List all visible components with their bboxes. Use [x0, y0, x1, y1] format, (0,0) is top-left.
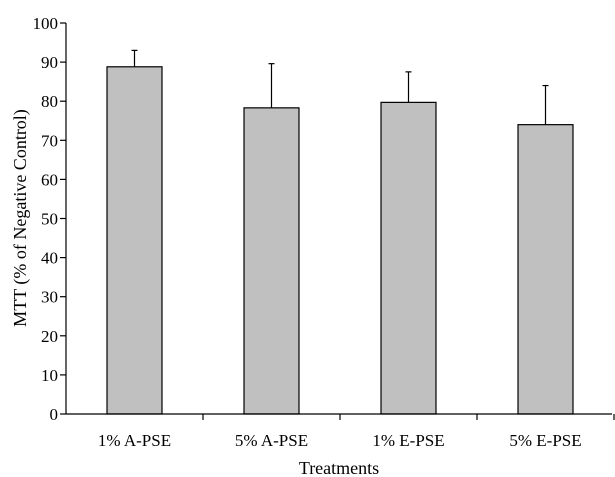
- y-tick-label: 80: [41, 92, 58, 111]
- bar-1: [106, 66, 163, 415]
- y-tick-label: 50: [41, 210, 58, 229]
- y-tick-label: 90: [41, 53, 58, 72]
- y-tick-label: 0: [50, 405, 59, 424]
- y-tick-label: 100: [33, 14, 59, 33]
- y-tick-label: 40: [41, 249, 58, 268]
- plot-area: [106, 49, 574, 415]
- y-tick-label: 30: [41, 288, 58, 307]
- y-tick-label: 20: [41, 327, 58, 346]
- bar-3: [380, 101, 437, 415]
- x-category-labels: 1% A-PSE 5% A-PSE 1% E-PSE 5% E-PSE: [98, 414, 615, 450]
- y-ticks: 0 10 20 30 40 50 60 70 80 90 100: [33, 14, 66, 424]
- x-category-label: 5% E-PSE: [509, 431, 581, 450]
- y-tick-label: 10: [41, 366, 58, 385]
- x-axis-title: Treatments: [299, 458, 379, 477]
- x-category-label: 1% A-PSE: [98, 431, 171, 450]
- bar-4: [517, 124, 574, 415]
- x-category-label: 5% A-PSE: [235, 431, 308, 450]
- y-axis-title: MTT (% of Negative Control): [10, 109, 31, 327]
- bar-2: [243, 107, 300, 415]
- x-category-label: 1% E-PSE: [372, 431, 444, 450]
- y-tick-label: 60: [41, 170, 58, 189]
- y-tick-label: 70: [41, 131, 58, 150]
